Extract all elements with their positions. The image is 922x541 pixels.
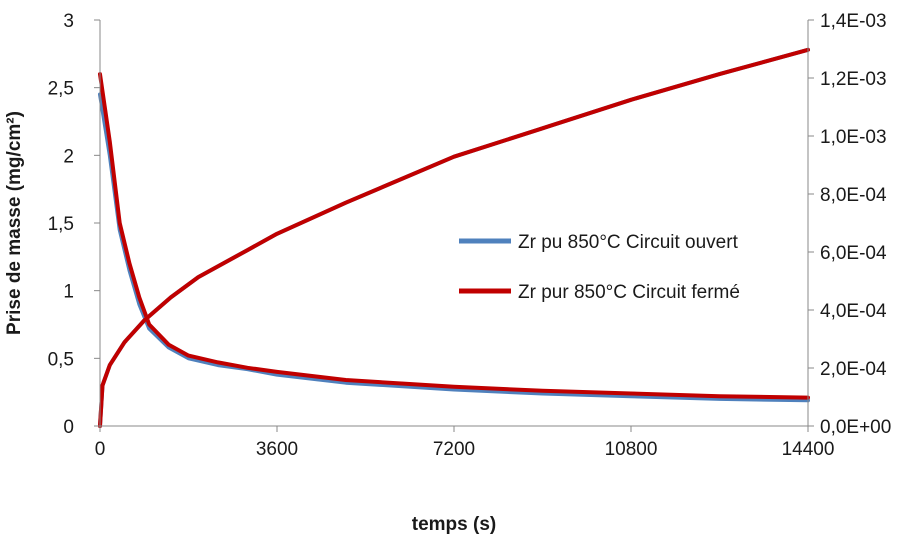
y2-tick-label: 8,0E-04 [820, 185, 887, 206]
series-layer [98, 47, 810, 428]
y2-tick-label: 2,0E-04 [820, 359, 887, 380]
series-line-1 [98, 72, 810, 400]
y2-tick-label: 6,0E-04 [820, 243, 887, 264]
x-tick-label: 10800 [605, 439, 658, 460]
x-tick-label: 3600 [256, 439, 298, 460]
x-tick-label: 7200 [433, 439, 475, 460]
ticks-layer: 0 3600 7200 10800 14400 0 0,5 1 1,5 2 2,5 3 0,0E+00 2… [48, 11, 892, 460]
y-tick-label: 3 [63, 11, 74, 32]
y2-tick-label: 1,4E-03 [820, 11, 887, 32]
y-tick-label: 1 [63, 282, 74, 303]
legend-label-1: Zr pur 850°C Circuit fermé [518, 282, 740, 303]
y-tick-label: 2 [63, 146, 74, 167]
y-tick-label: 1,5 [48, 214, 74, 235]
y2-tick-label: 1,0E-03 [820, 127, 887, 148]
y2-tick-label: 4,0E-04 [820, 301, 887, 322]
y-tick-label: 2,5 [48, 79, 74, 100]
x-tick-label: 14400 [782, 439, 835, 460]
y2-tick-label: 1,2E-03 [820, 69, 887, 90]
legend: Zr pu 850°C Circuit ouvert Zr pur 850°C C… [459, 232, 740, 303]
legend-label-0: Zr pu 850°C Circuit ouvert [518, 232, 739, 253]
x-axis-title: temps (s) [412, 514, 496, 535]
y-tick-label: 0,5 [48, 349, 74, 370]
series-line-3 [98, 47, 810, 428]
y-tick-label: 0 [63, 417, 74, 438]
x-tick-label: 0 [95, 439, 106, 460]
y-axis-title: Prise de masse (mg/cm²) [4, 111, 25, 335]
y2-tick-label: 0,0E+00 [820, 417, 891, 438]
